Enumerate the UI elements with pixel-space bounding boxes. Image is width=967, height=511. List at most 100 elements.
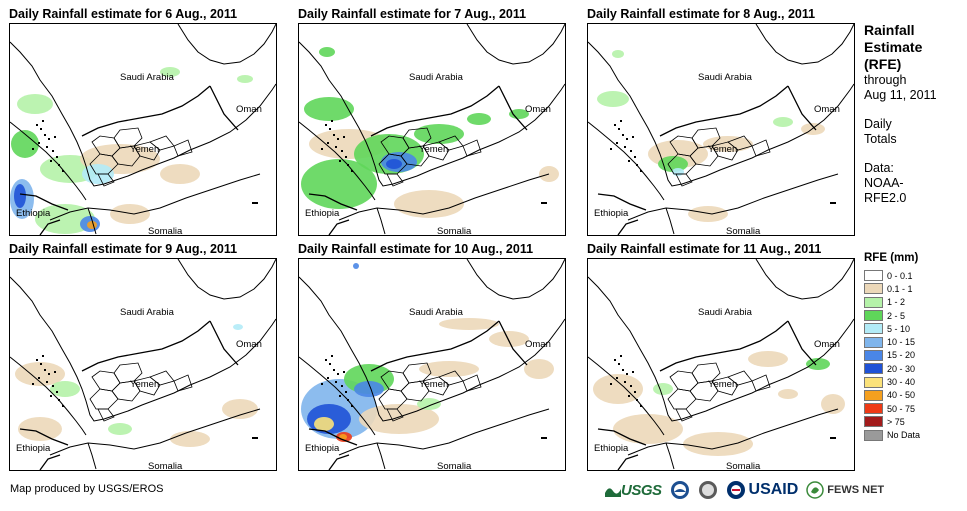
- island: [54, 136, 56, 138]
- island: [610, 148, 612, 150]
- islands-layer: [32, 355, 258, 439]
- rainfall-patch: [354, 381, 384, 397]
- rainfall-patch: [319, 47, 335, 57]
- island: [636, 399, 638, 401]
- country-label-oman: Oman: [814, 104, 840, 115]
- country-label-ethiopia: Ethiopia: [305, 443, 340, 454]
- legend-item: 15 - 20: [864, 349, 964, 362]
- island: [339, 395, 341, 397]
- country-border: [498, 85, 528, 131]
- island: [616, 142, 618, 144]
- country-border: [787, 320, 817, 366]
- island: [52, 385, 54, 387]
- country-label-somalia: Somalia: [437, 226, 472, 235]
- governorate-border: [402, 127, 432, 149]
- island: [32, 148, 34, 150]
- legend-label: 0.1 - 1: [887, 283, 913, 294]
- island: [50, 395, 52, 397]
- island: [632, 136, 634, 138]
- legend-item: 30 - 40: [864, 375, 964, 388]
- legend-title: RFE (mm): [864, 252, 919, 264]
- island: [634, 391, 636, 393]
- panel-title: Daily Rainfall estimate for 7 Aug., 2011: [298, 7, 527, 21]
- usaid-logo: USAID: [726, 480, 799, 500]
- sidebar-data-source-1: NOAA-: [864, 176, 904, 190]
- island: [630, 385, 632, 387]
- island: [32, 383, 34, 385]
- legend-label: 50 - 75: [887, 403, 916, 414]
- legend-label: 2 - 5: [887, 310, 906, 321]
- country-label-oman: Oman: [525, 339, 551, 350]
- map-frame: Saudi Arabia Oman Yemen Ethiopia Somalia: [9, 258, 277, 471]
- governorate-border: [691, 362, 721, 384]
- island: [44, 134, 46, 136]
- country-label-ethiopia: Ethiopia: [16, 208, 51, 219]
- island: [42, 120, 44, 122]
- legend-item: 5 - 10: [864, 322, 964, 335]
- rainfall-patch: [314, 417, 334, 431]
- island: [62, 170, 64, 172]
- country-border: [209, 320, 239, 366]
- island: [62, 405, 64, 407]
- rainfall-patch: [222, 399, 258, 419]
- country-border: [39, 454, 61, 470]
- country-border: [19, 193, 69, 211]
- panel-title: Daily Rainfall estimate for 8 Aug., 2011: [587, 7, 816, 21]
- rainfall-patch: [672, 168, 684, 176]
- island: [50, 160, 52, 162]
- rainfall-map: Saudi Arabia Oman Yemen Ethiopia Somalia: [10, 259, 276, 470]
- rainfall-patch: [160, 164, 200, 184]
- rainfall-patch: [688, 206, 728, 222]
- rainfall-patch: [87, 221, 97, 229]
- map-credit: Map produced by USGS/EROS: [10, 483, 164, 495]
- legend-item: 20 - 30: [864, 362, 964, 375]
- governorate-border: [91, 370, 121, 392]
- legend-label: 5 - 10: [887, 323, 911, 334]
- island: [622, 369, 624, 371]
- island: [624, 146, 626, 148]
- island: [38, 377, 40, 379]
- coastline: [627, 408, 839, 456]
- coastline: [177, 259, 276, 300]
- governorate-border: [675, 173, 693, 187]
- rainfall-patch: [419, 361, 479, 377]
- sidebar-description: Rainfall Estimate (RFE) through Aug 11, …: [864, 22, 964, 206]
- governorate-border: [133, 376, 161, 396]
- legend: RFE (mm) 0 - 0.1 0.1 - 1 1 - 2 2 - 5 5 - 10 1…: [864, 252, 964, 442]
- island: [335, 146, 337, 148]
- legend-label: 10 - 15: [887, 337, 916, 348]
- governorate-border: [113, 127, 143, 149]
- legend-swatch: [864, 376, 883, 388]
- island: [636, 164, 638, 166]
- island: [48, 373, 50, 375]
- country-border: [659, 85, 789, 137]
- logo-bar: USGS USAID FEWS NET: [605, 480, 892, 500]
- country-label-somalia: Somalia: [148, 461, 183, 470]
- panel-title: Daily Rainfall estimate for 6 Aug., 2011: [9, 7, 238, 21]
- legend-item: 2 - 5: [864, 309, 964, 322]
- legend-label: No Data: [887, 430, 921, 441]
- island: [614, 359, 616, 361]
- country-border: [39, 219, 61, 235]
- rainfall-patch: [301, 159, 377, 209]
- sidebar-title-line1: Rainfall: [864, 22, 915, 38]
- island: [634, 156, 636, 158]
- rainfall-patch: [612, 50, 624, 58]
- usaid-logo-text: USAID: [748, 481, 799, 498]
- country-border: [81, 320, 211, 372]
- noaa-logo: [670, 480, 690, 500]
- governorate-border: [711, 376, 739, 396]
- island: [329, 363, 331, 365]
- country-border: [597, 193, 647, 211]
- governorate-border: [89, 153, 119, 175]
- rainfall-patch: [11, 130, 39, 158]
- rainfall-patch: [160, 67, 180, 77]
- island: [620, 355, 622, 357]
- island: [640, 170, 642, 172]
- island: [345, 156, 347, 158]
- rainfall-patch: [658, 156, 688, 172]
- country-label-saudi-arabia: Saudi Arabia: [409, 72, 464, 83]
- islands-layer: [32, 120, 258, 204]
- country-label-saudi-arabia: Saudi Arabia: [120, 307, 175, 318]
- country-label-yemen: Yemen: [708, 144, 737, 155]
